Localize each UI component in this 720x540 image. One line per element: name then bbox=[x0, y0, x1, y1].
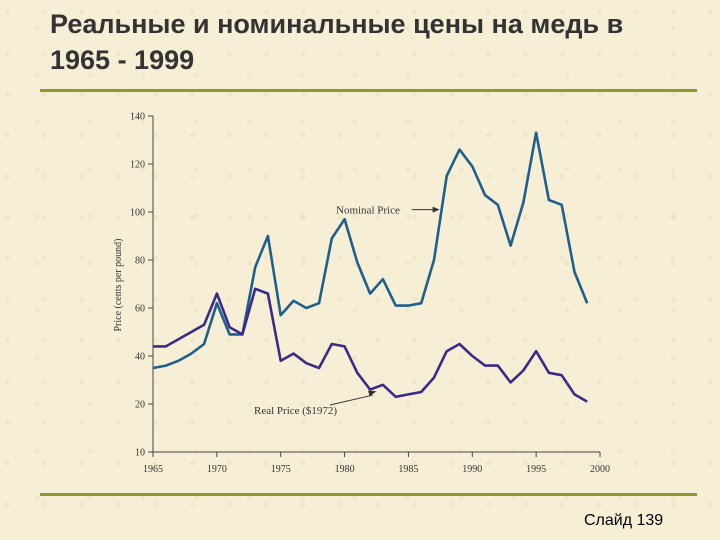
x-tick-label: 1985 bbox=[398, 464, 418, 475]
chart-lines bbox=[152, 131, 589, 403]
series-line-0 bbox=[152, 131, 589, 370]
x-tick-label: 1970 bbox=[207, 464, 227, 475]
y-tick-label: 10 bbox=[135, 448, 145, 459]
chart-axes bbox=[152, 116, 600, 453]
y-tick-label: 60 bbox=[135, 304, 145, 315]
slide-number: Слайд 139 bbox=[584, 512, 664, 529]
nominal-price-annotation: Nominal Price bbox=[336, 205, 400, 217]
y-axis-label: Price (cents per pound) bbox=[113, 238, 124, 331]
y-tick-label: 40 bbox=[135, 352, 145, 363]
nominal-arrow-head bbox=[432, 206, 440, 213]
chart-ticks: 10 20 40 60 80 100 120 140 1965 1970 1975 1980 1985 1… bbox=[130, 112, 610, 476]
x-tick-label: 1975 bbox=[271, 464, 291, 475]
y-tick-label: 100 bbox=[130, 208, 145, 219]
top-divider bbox=[40, 89, 697, 92]
x-tick-label: 1995 bbox=[526, 464, 546, 475]
bottom-divider bbox=[40, 493, 697, 496]
y-tick-label: 140 bbox=[130, 112, 145, 123]
x-tick-label: 1980 bbox=[335, 464, 355, 475]
x-tick-label: 1990 bbox=[462, 464, 482, 475]
x-tick-label: 1965 bbox=[143, 464, 163, 475]
y-tick-label: 120 bbox=[130, 160, 145, 171]
chart-annotations: Nominal Price Real Price ($1972) bbox=[254, 205, 440, 417]
slide-title: Реальные и номинальные цены на медь в 19… bbox=[50, 9, 624, 75]
series-line-1 bbox=[153, 287, 588, 403]
y-tick-label: 20 bbox=[135, 400, 145, 411]
x-tick-label: 2000 bbox=[590, 464, 610, 475]
real-arrow-line bbox=[329, 394, 373, 406]
real-arrow-head bbox=[368, 390, 377, 397]
y-tick-label: 80 bbox=[135, 256, 145, 267]
real-price-annotation: Real Price ($1972) bbox=[254, 405, 337, 417]
